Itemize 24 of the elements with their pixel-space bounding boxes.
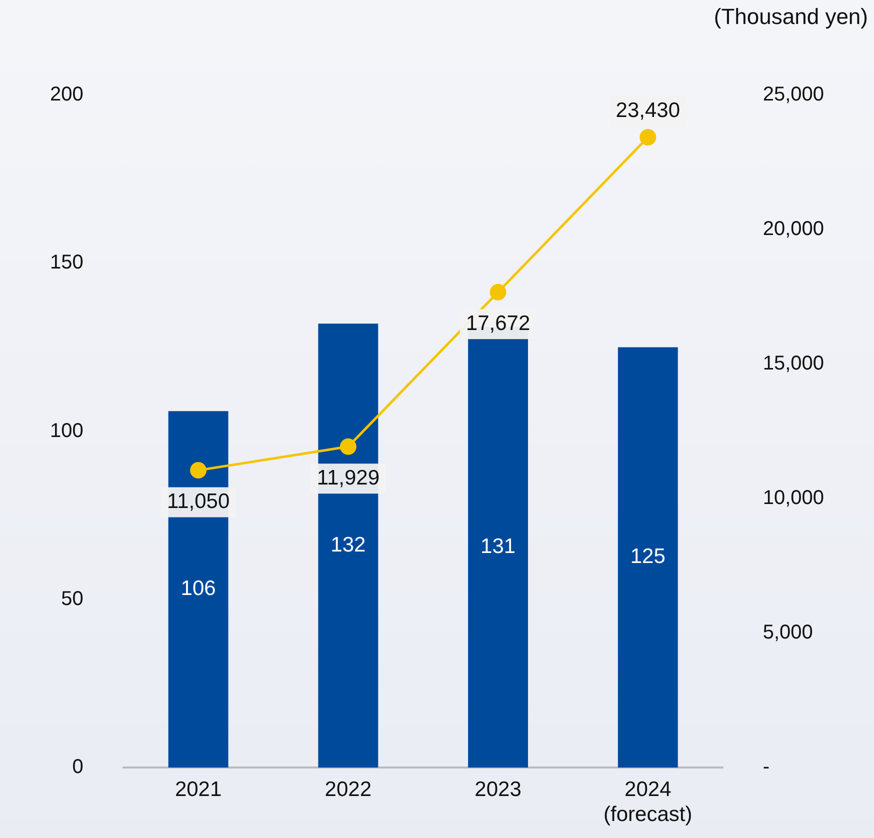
- y-tick-label: 100: [50, 420, 84, 442]
- y-tick-label: 50: [61, 588, 84, 610]
- data-label: 17,672: [466, 312, 530, 335]
- y2-tick-label: 20,000: [762, 218, 824, 240]
- x-tick-label: 2021: [174, 778, 222, 801]
- y-tick-label: 150: [50, 252, 84, 274]
- y-tick-label: 200: [50, 84, 84, 106]
- data-label: 125: [630, 545, 666, 568]
- x-tick-label: 2024 (forecast): [604, 778, 692, 826]
- y2-tick-label: -: [762, 756, 770, 778]
- data-label: 11,050: [166, 490, 230, 514]
- y2-tick-label: 15,000: [762, 352, 824, 375]
- data-label: 23,430: [616, 99, 680, 122]
- y2-axis-title: (Thousand yen): [714, 4, 868, 30]
- data-label: 132: [330, 533, 366, 556]
- y2-tick-label: 25,000: [762, 84, 824, 106]
- x-tick-label: 2023: [474, 778, 522, 801]
- x-tick-label: 2022: [324, 778, 372, 801]
- y2-tick-label: 5,000: [762, 622, 813, 644]
- data-label: 106: [180, 577, 216, 600]
- y-tick-label: 0: [72, 756, 84, 778]
- data-label: 11,929: [316, 466, 380, 490]
- data-label: 131: [480, 535, 516, 558]
- y2-tick-label: 10,000: [762, 487, 824, 510]
